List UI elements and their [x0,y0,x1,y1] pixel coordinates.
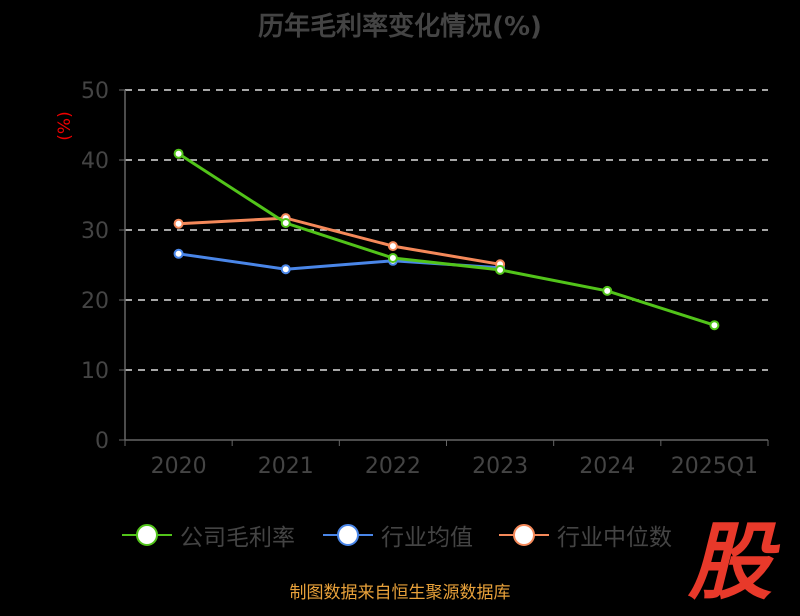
data-point [280,264,291,275]
series-line [178,216,501,266]
x-tick-label: 2023 [472,454,528,479]
legend-item-company[interactable]: 公司毛利率 [122,518,295,552]
data-point [173,218,184,229]
legend-label: 行业均值 [381,525,473,551]
x-tick-label: 2022 [365,454,421,479]
x-tick-label: 2025Q1 [671,454,758,479]
data-point [173,148,184,159]
data-point [709,320,720,331]
legend-item-industry-median[interactable]: 行业中位数 [499,518,672,552]
y-axis-label: (%) [55,111,75,140]
y-tick-label: 30 [81,219,109,244]
data-point [495,264,506,275]
y-tick-label: 20 [81,289,109,314]
logo: 股 [688,513,773,611]
legend-marker-icon [122,524,172,546]
x-tick-label: 2021 [258,454,314,479]
legend-marker-icon [499,524,549,546]
data-point [602,285,613,296]
legend-marker-icon [323,524,373,546]
y-tick-label: 10 [81,359,109,384]
legend-label: 行业中位数 [557,525,672,551]
y-tick-label: 50 [81,79,109,104]
legend-item-industry-avg[interactable]: 行业均值 [323,518,473,552]
data-point [387,241,398,252]
y-tick-label: 0 [95,429,109,454]
legend-label: 公司毛利率 [180,525,295,551]
y-tick-label: 40 [81,149,109,174]
source-note: 制图数据来自恒生聚源数据库 [289,583,511,603]
x-tick-label: 2024 [579,454,635,479]
data-point [173,248,184,259]
series-line [177,152,715,327]
data-point [280,218,291,228]
x-tick-label: 2020 [151,454,207,479]
chart-title: 历年毛利率变化情况(%) [258,12,542,42]
line-chart: 0 10 20 30 40 50 2020 2021 2022 2023 2024 2025Q1 (%) [55,79,769,479]
data-point [387,253,398,263]
